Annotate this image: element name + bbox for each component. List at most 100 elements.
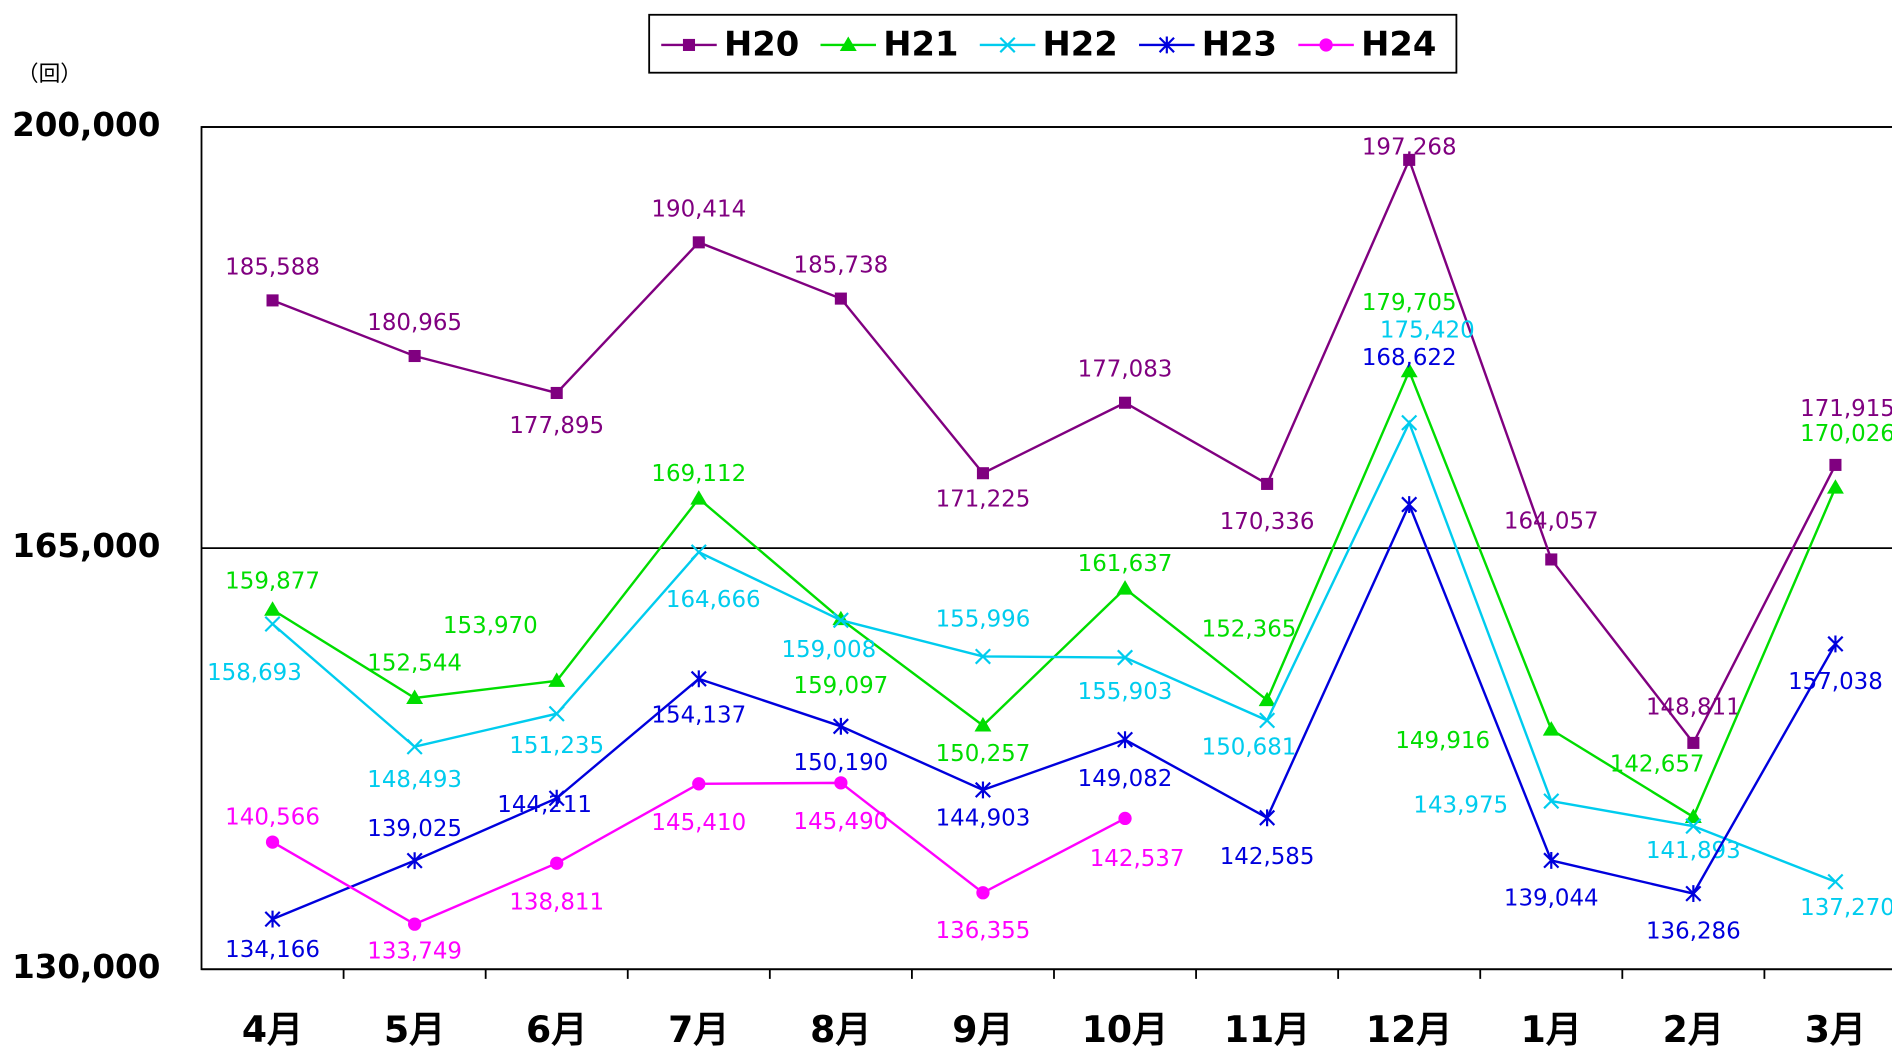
marker: [1118, 811, 1132, 826]
data-label: 169,112: [651, 461, 746, 487]
marker: [999, 36, 1016, 53]
data-label: 190,414: [651, 196, 746, 222]
x-tick-label: 11月: [1224, 1008, 1311, 1051]
data-label: 150,190: [794, 750, 889, 776]
data-label: 133,749: [367, 938, 462, 964]
data-label: 155,903: [1078, 679, 1173, 705]
data-label: 164,057: [1504, 509, 1599, 535]
series: 140,566 133,749 138,811 145,410 145,490 136,3…: [225, 776, 1184, 964]
marker: [834, 292, 847, 305]
marker: [1119, 396, 1132, 409]
marker: [1827, 873, 1844, 890]
marker: [690, 670, 707, 688]
data-label: 142,537: [1090, 846, 1185, 872]
legend-label: H22: [1043, 25, 1118, 64]
marker: [264, 615, 281, 633]
data-label: 180,965: [367, 310, 462, 336]
data-label: 149,082: [1078, 766, 1173, 792]
marker: [1827, 635, 1844, 653]
data-label: 143,975: [1413, 792, 1508, 818]
marker: [1685, 885, 1702, 903]
series: 158,693 148,493 151,235 164,666 159,008 155,9…: [207, 318, 1892, 921]
data-label: 151,235: [509, 733, 604, 759]
marker: [1543, 851, 1560, 869]
marker: [1542, 721, 1560, 736]
marker: [692, 236, 705, 249]
x-tick-label: 5月: [384, 1008, 445, 1051]
marker: [1116, 580, 1134, 595]
data-label: 153,970: [443, 613, 538, 639]
data-label: 148,493: [367, 767, 462, 793]
marker: [1401, 414, 1418, 431]
marker: [1117, 731, 1134, 749]
marker: [1258, 691, 1276, 707]
data-label: 141,893: [1646, 838, 1741, 864]
data-label: 179,705: [1362, 290, 1457, 316]
y-tick-label: 165,000: [12, 527, 160, 565]
marker: [406, 852, 423, 870]
x-tick-label: 1月: [1521, 1008, 1582, 1051]
marker: [1401, 496, 1418, 513]
marker: [974, 648, 991, 665]
marker: [548, 705, 565, 722]
marker: [690, 544, 707, 561]
marker: [1259, 809, 1276, 827]
data-label: 145,410: [651, 810, 746, 836]
marker: [406, 689, 424, 705]
data-label: 171,915: [1800, 396, 1892, 422]
marker: [1259, 712, 1276, 729]
marker: [976, 467, 989, 480]
series: 134,166 139,025 144,211 154,137 150,190 144,9…: [225, 345, 1883, 963]
data-label: 150,257: [936, 741, 1031, 767]
y-tick-label: 200,000: [12, 106, 160, 144]
marker: [1319, 38, 1333, 52]
x-tick-label: 12月: [1366, 1008, 1453, 1051]
marker: [1403, 153, 1416, 166]
data-label: 170,026: [1800, 421, 1892, 447]
data-label: 175,420: [1380, 318, 1475, 344]
x-tick-label: 3月: [1805, 1008, 1866, 1051]
data-label: 170,336: [1220, 509, 1315, 535]
data-label: 159,877: [225, 569, 320, 595]
series-line: [271, 781, 1126, 926]
marker: [692, 777, 706, 791]
x-tick-label: 8月: [810, 1008, 871, 1051]
marker: [550, 856, 564, 870]
marker: [264, 601, 281, 616]
data-label: 134,166: [225, 937, 320, 963]
marker: [974, 781, 991, 799]
data-label: 157,038: [1788, 669, 1883, 695]
marker: [832, 717, 849, 735]
data-label: 136,355: [936, 918, 1031, 944]
marker: [264, 910, 281, 928]
x-tick-label: 6月: [526, 1008, 587, 1051]
x-tick-label: 10月: [1082, 1008, 1169, 1051]
data-label: 148,811: [1646, 694, 1741, 720]
marker: [1543, 793, 1560, 810]
marker: [1826, 479, 1844, 494]
data-label: 154,137: [651, 703, 746, 729]
marker: [265, 835, 280, 849]
data-label: 171,225: [936, 486, 1031, 512]
marker: [408, 349, 421, 363]
marker: [832, 612, 849, 629]
marker: [1829, 458, 1842, 471]
x-tick-label: 2月: [1663, 1008, 1724, 1051]
legend-label: H24: [1361, 25, 1436, 64]
data-label: 138,811: [509, 890, 604, 916]
marker: [976, 886, 990, 900]
data-label: 161,637: [1078, 551, 1173, 577]
data-label: 139,044: [1504, 886, 1599, 912]
data-label: 197,268: [1362, 134, 1457, 160]
marker: [1261, 477, 1274, 490]
marker: [839, 36, 857, 51]
data-label: 185,588: [225, 254, 320, 280]
data-label: 150,681: [1202, 735, 1297, 761]
data-label: 164,666: [666, 587, 761, 613]
data-label: 142,585: [1220, 844, 1315, 870]
marker: [682, 38, 696, 51]
data-label: 159,008: [781, 637, 876, 663]
y-tick-label: 130,000: [12, 948, 160, 986]
data-label: 159,097: [794, 673, 889, 699]
